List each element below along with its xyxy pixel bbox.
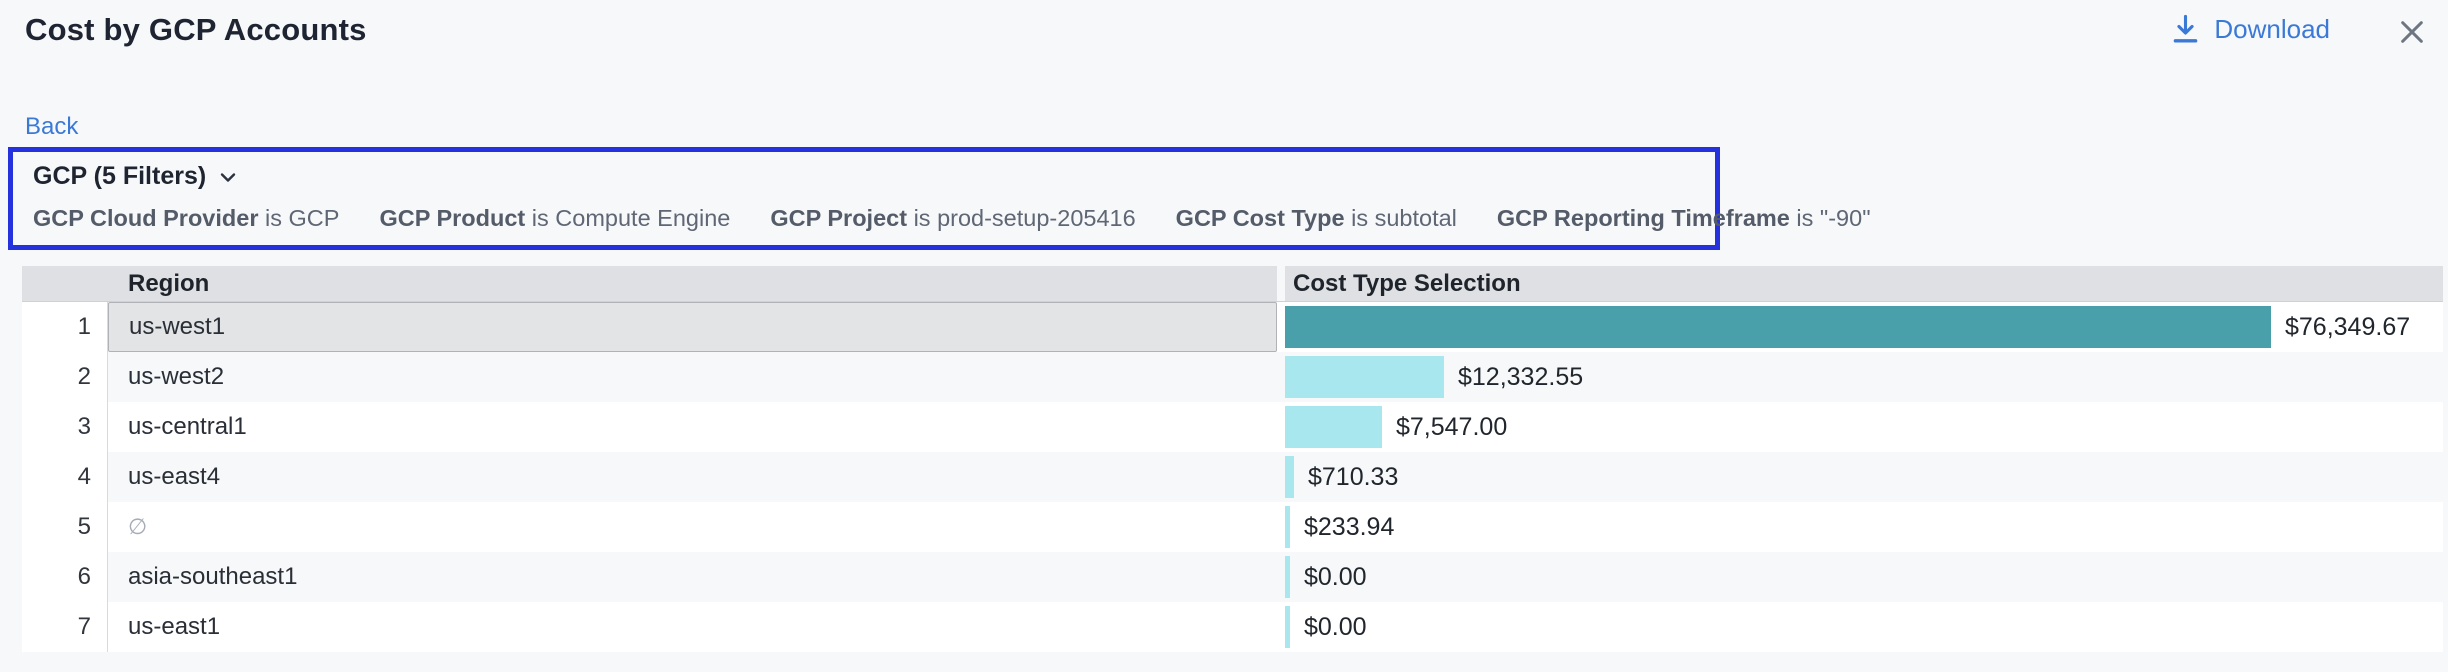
filter-chip-name: GCP Reporting Timeframe (1497, 205, 1790, 231)
filter-chip-list: GCP Cloud Provider is GCP GCP Product is … (33, 205, 1695, 232)
region-cell[interactable]: us-east4 (108, 452, 1277, 502)
row-number: 5 (22, 502, 108, 552)
filter-chip: GCP Cost Type is subtotal (1176, 205, 1457, 232)
region-cell[interactable]: us-east1 (108, 602, 1277, 652)
filter-chip: GCP Reporting Timeframe is "-90" (1497, 205, 1871, 232)
row-number: 1 (22, 302, 108, 352)
cost-table: Region Cost Type Selection 1us-west1 $76,… (22, 266, 2443, 652)
cost-bar-cell: $12,332.55 (1285, 352, 2443, 402)
cost-bar-cell: $233.94 (1285, 502, 2443, 552)
table-row[interactable]: 1us-west1 $76,349.67 (22, 302, 2443, 352)
column-gutter (1277, 266, 1285, 301)
cost-value-label: $12,332.55 (1458, 363, 1583, 392)
filter-chip-name: GCP Product (379, 205, 525, 231)
download-icon (2171, 14, 2200, 45)
row-number-header (22, 266, 108, 301)
region-cell[interactable]: ∅ (108, 502, 1277, 552)
region-cell[interactable]: asia-southeast1 (108, 552, 1277, 602)
filter-panel: GCP (5 Filters) GCP Cloud Provider is GC… (8, 147, 1720, 250)
table-row[interactable]: 7us-east1 $0.00 (22, 602, 2443, 652)
column-gutter (1277, 352, 1285, 402)
column-gutter (1277, 502, 1285, 552)
cost-value-label: $7,547.00 (1396, 413, 1507, 442)
download-label: Download (2214, 14, 2330, 45)
region-cell[interactable]: us-central1 (108, 402, 1277, 452)
row-number: 7 (22, 602, 108, 652)
table-row[interactable]: 5∅ $233.94 (22, 502, 2443, 552)
filter-summary-label: GCP (5 Filters) (33, 162, 206, 191)
cost-bar-cell: $710.33 (1285, 452, 2443, 502)
filter-chip: GCP Cloud Provider is GCP (33, 205, 339, 232)
cost-bar-cell: $0.00 (1285, 552, 2443, 602)
filter-chip-condition: is prod-setup-205416 (907, 205, 1136, 231)
chevron-down-icon (216, 165, 240, 189)
cost-bar-cell: $0.00 (1285, 602, 2443, 652)
filter-chip-condition: is "-90" (1790, 205, 1871, 231)
filter-chip-name: GCP Cloud Provider (33, 205, 258, 231)
back-link[interactable]: Back (25, 113, 78, 141)
table-header-row: Region Cost Type Selection (22, 266, 2443, 302)
row-number: 3 (22, 402, 108, 452)
table-row[interactable]: 2us-west2 $12,332.55 (22, 352, 2443, 402)
filter-dropdown-toggle[interactable]: GCP (5 Filters) (33, 162, 240, 191)
filter-chip: GCP Product is Compute Engine (379, 205, 730, 232)
cost-bar (1285, 406, 1382, 448)
close-icon (2396, 16, 2428, 48)
filter-chip-condition: is GCP (258, 205, 339, 231)
row-number: 2 (22, 352, 108, 402)
filter-chip-name: GCP Project (770, 205, 907, 231)
filter-chip-condition: is Compute Engine (525, 205, 730, 231)
column-gutter (1277, 452, 1285, 502)
column-gutter (1277, 402, 1285, 452)
cost-bar (1285, 456, 1294, 498)
cost-bar-cell: $76,349.67 (1285, 302, 2443, 352)
column-header-cost-type[interactable]: Cost Type Selection (1285, 266, 2443, 301)
filter-chip: GCP Project is prod-setup-205416 (770, 205, 1135, 232)
region-cell[interactable]: us-west1 (108, 302, 1277, 352)
table-row[interactable]: 6asia-southeast1 $0.00 (22, 552, 2443, 602)
table-row[interactable]: 4us-east4 $710.33 (22, 452, 2443, 502)
column-header-region[interactable]: Region (108, 266, 1277, 301)
cost-value-label: $0.00 (1304, 613, 1367, 642)
filter-chip-condition: is subtotal (1345, 205, 1457, 231)
column-gutter (1277, 552, 1285, 602)
table-body: 1us-west1$76,349.672us-west2$12,332.553u… (22, 302, 2443, 652)
page-title: Cost by GCP Accounts (25, 12, 367, 48)
cost-bar (1285, 306, 2271, 348)
column-gutter (1277, 602, 1285, 652)
filter-chip-name: GCP Cost Type (1176, 205, 1345, 231)
cost-value-label: $233.94 (1304, 513, 1394, 542)
cost-value-label: $0.00 (1304, 563, 1367, 592)
cost-bar-cell: $7,547.00 (1285, 402, 2443, 452)
row-number: 4 (22, 452, 108, 502)
cost-bar (1285, 556, 1290, 598)
close-button[interactable] (2392, 12, 2432, 52)
download-button[interactable]: Download (2171, 14, 2330, 45)
region-cell[interactable]: us-west2 (108, 352, 1277, 402)
table-row[interactable]: 3us-central1 $7,547.00 (22, 402, 2443, 452)
cost-bar (1285, 506, 1290, 548)
cost-value-label: $76,349.67 (2285, 313, 2410, 342)
cost-bar (1285, 356, 1444, 398)
cost-bar (1285, 606, 1290, 648)
row-number: 6 (22, 552, 108, 602)
column-gutter (1277, 302, 1285, 352)
cost-value-label: $710.33 (1308, 463, 1398, 492)
